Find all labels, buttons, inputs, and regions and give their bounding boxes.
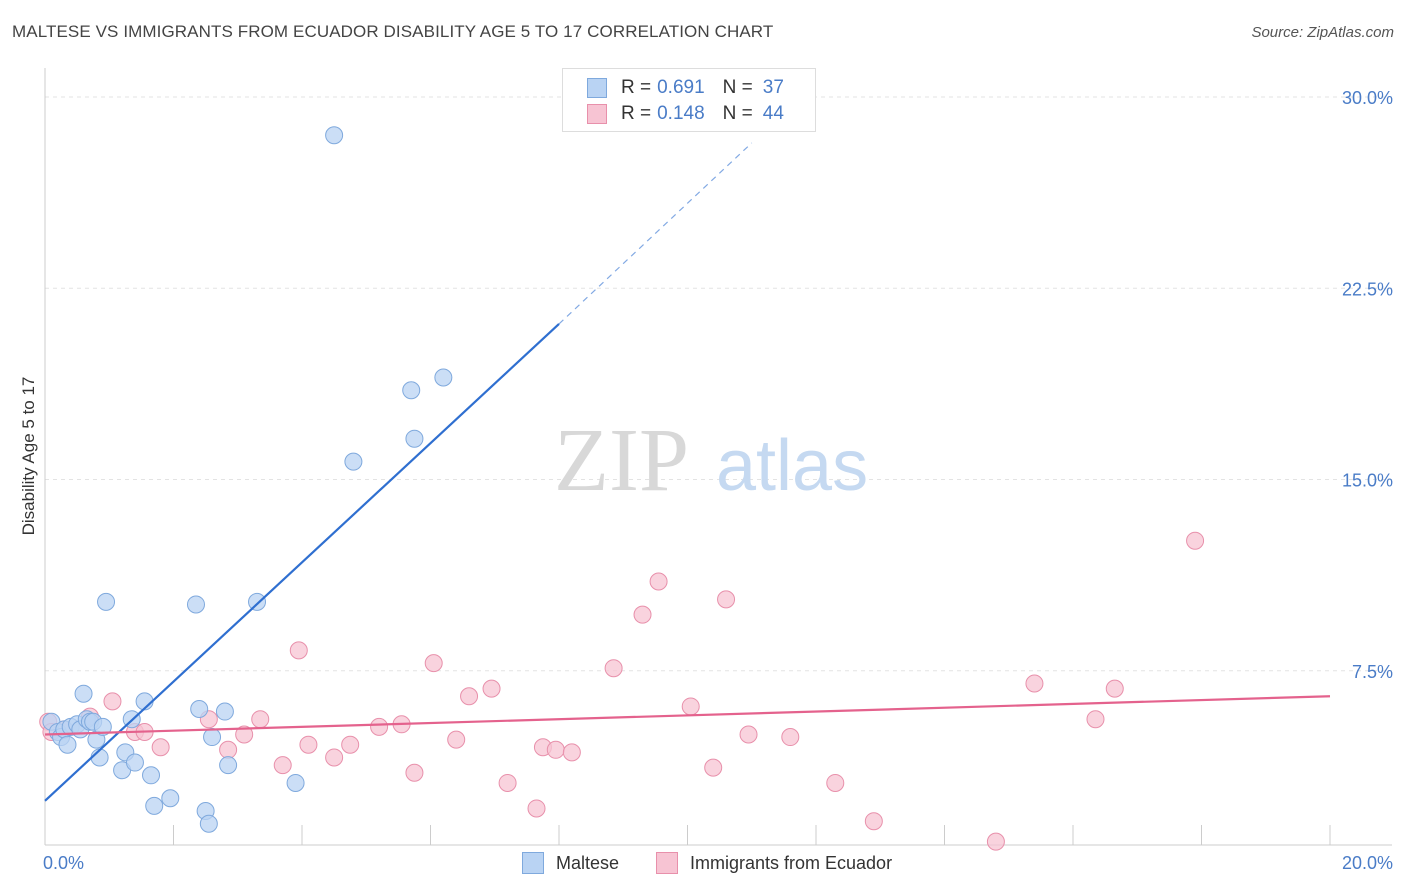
maltese-point bbox=[402, 381, 421, 400]
ecuador-point bbox=[704, 758, 723, 777]
ecuador-point bbox=[649, 572, 668, 591]
ecuador-point bbox=[103, 692, 122, 711]
ecuador-point bbox=[864, 812, 883, 831]
ecuador-point bbox=[251, 710, 270, 729]
ecuador-point bbox=[424, 654, 443, 673]
ecuador-point bbox=[562, 743, 581, 762]
maltese-point bbox=[142, 766, 161, 785]
maltese-point bbox=[145, 796, 164, 815]
series-legend: Maltese Immigrants from Ecuador bbox=[0, 852, 1406, 878]
y-tick-label: 7.5% bbox=[1352, 662, 1393, 682]
watermark-zip: ZIP bbox=[554, 411, 689, 510]
ecuador-point bbox=[1186, 531, 1205, 550]
legend-item-ecuador: Immigrants from Ecuador bbox=[656, 852, 892, 874]
legend-label: Maltese bbox=[556, 852, 620, 873]
ecuador-point bbox=[1105, 679, 1124, 698]
legend-r-label: R = bbox=[621, 103, 652, 124]
maltese-point bbox=[93, 717, 112, 736]
ecuador-point bbox=[235, 725, 254, 744]
tick-labels: 7.5% 15.0% 22.5% 30.0% 0.0% 20.0% bbox=[43, 88, 1393, 873]
legend-row-ecuador: R = 0.148 N = 44 bbox=[587, 102, 802, 126]
legend-n-label: N = bbox=[722, 103, 753, 124]
y-tick-label: 15.0% bbox=[1342, 471, 1393, 491]
y-axis-label: Disability Age 5 to 17 bbox=[19, 377, 38, 536]
maltese-point bbox=[325, 126, 344, 145]
legend-n-value: 44 bbox=[762, 103, 784, 124]
ecuador-point bbox=[325, 748, 344, 767]
watermark-atlas: atlas bbox=[716, 426, 868, 506]
ecuador-point bbox=[1025, 674, 1044, 693]
maltese-swatch bbox=[587, 78, 607, 98]
ecuador-point bbox=[370, 717, 389, 736]
legend-n-value: 37 bbox=[762, 77, 784, 98]
maltese-point bbox=[286, 773, 305, 792]
maltese-trend-extension bbox=[558, 142, 753, 325]
ecuador-point bbox=[826, 773, 845, 792]
ecuador-point bbox=[151, 738, 170, 757]
ecuador-point bbox=[498, 773, 517, 792]
maltese-point bbox=[344, 452, 363, 471]
ecuador-point bbox=[633, 605, 652, 624]
ecuador-swatch bbox=[587, 104, 607, 124]
legend-r-label: R = bbox=[621, 77, 652, 98]
ecuador-point bbox=[447, 730, 466, 749]
maltese-point bbox=[203, 728, 222, 747]
legend-label: Immigrants from Ecuador bbox=[690, 852, 893, 873]
ecuador-point bbox=[717, 590, 736, 609]
ecuador-point bbox=[527, 799, 546, 818]
y-tick-label: 22.5% bbox=[1342, 279, 1393, 299]
source-label: Source: ZipAtlas.com bbox=[1251, 24, 1394, 41]
correlation-legend: R = 0.691 N = 37 R = 0.148 N = 44 bbox=[562, 68, 816, 132]
ecuador-trend-line bbox=[44, 695, 1331, 736]
maltese-trend-line bbox=[44, 323, 560, 802]
maltese-point bbox=[248, 592, 267, 611]
ecuador-point bbox=[273, 756, 292, 775]
ecuador-point bbox=[739, 725, 758, 744]
maltese-point bbox=[190, 700, 209, 718]
ecuador-point bbox=[482, 679, 501, 698]
ecuador-point bbox=[681, 697, 700, 716]
ecuador-point bbox=[460, 687, 479, 706]
maltese-point bbox=[74, 684, 93, 703]
series-ecuador-points bbox=[39, 531, 1205, 851]
maltese-point bbox=[58, 735, 77, 754]
legend-r-value: 0.691 bbox=[657, 77, 705, 98]
maltese-swatch bbox=[522, 852, 544, 874]
ecuador-point bbox=[986, 832, 1005, 851]
maltese-point bbox=[186, 595, 205, 614]
legend-row-maltese: R = 0.691 N = 37 bbox=[587, 76, 802, 100]
chart-title: MALTESE VS IMMIGRANTS FROM ECUADOR DISAB… bbox=[12, 22, 774, 41]
ecuador-point bbox=[341, 735, 360, 754]
ecuador-point bbox=[299, 735, 318, 754]
maltese-point bbox=[405, 429, 424, 448]
maltese-point bbox=[161, 789, 180, 808]
maltese-point bbox=[125, 753, 144, 772]
ecuador-point bbox=[1086, 710, 1105, 729]
x-tick-label: 0.0% bbox=[43, 853, 84, 873]
legend-n-label: N = bbox=[722, 77, 753, 98]
grid-lines bbox=[45, 96, 1392, 672]
trend-lines bbox=[44, 142, 1331, 802]
legend-r-value: 0.148 bbox=[657, 103, 705, 124]
y-tick-label: 30.0% bbox=[1342, 88, 1393, 108]
maltese-point bbox=[434, 368, 453, 387]
maltese-point bbox=[219, 756, 238, 775]
maltese-point bbox=[199, 814, 218, 833]
maltese-point bbox=[215, 702, 234, 721]
legend-item-maltese: Maltese bbox=[522, 852, 619, 874]
axes bbox=[44, 68, 1392, 846]
ecuador-point bbox=[219, 740, 238, 759]
ecuador-point bbox=[405, 763, 424, 782]
watermark: ZIP atlas bbox=[554, 411, 868, 510]
ecuador-point bbox=[546, 740, 565, 759]
ecuador-swatch bbox=[656, 852, 678, 874]
ecuador-point bbox=[604, 659, 623, 678]
ecuador-point bbox=[289, 641, 308, 660]
maltese-point bbox=[97, 592, 116, 611]
x-tick-label: 20.0% bbox=[1342, 853, 1393, 873]
ecuador-point bbox=[781, 728, 800, 747]
